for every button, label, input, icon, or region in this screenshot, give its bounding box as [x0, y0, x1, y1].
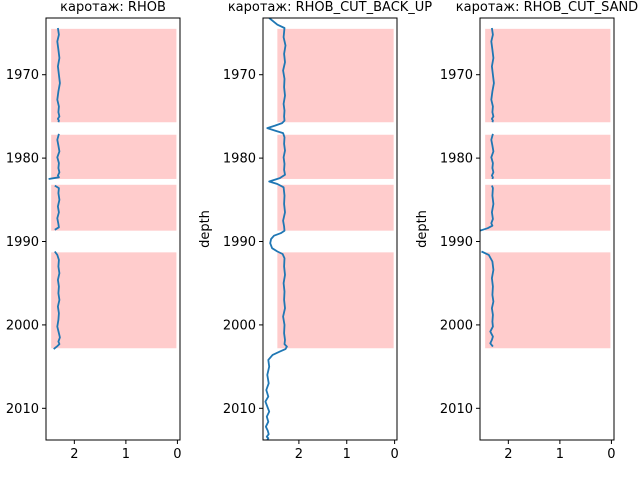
- y-tick-label: 2010: [223, 402, 256, 417]
- track-panel-1: 1970 1980 1990 2000 2010 2 1 0 каротаж: RHOB: [6, 0, 182, 462]
- plot-frame: [262, 17, 398, 441]
- track-title: каротаж: RHOB: [60, 0, 166, 15]
- y-axis-label: depth: [415, 210, 430, 248]
- y-tick-label: 1970: [223, 68, 256, 83]
- x-tick-label: 2: [295, 447, 303, 462]
- y-tick-label: 1980: [440, 152, 473, 167]
- y-tick-label: 1970: [6, 68, 39, 83]
- plot-frame: [479, 17, 615, 441]
- y-tick-label: 1980: [223, 152, 256, 167]
- zone-band-1: [277, 28, 394, 123]
- track-title: каротаж: RHOB_CUT_BACK_UP: [228, 0, 432, 15]
- x-tick-label: 2: [70, 447, 78, 462]
- plot-frame: [45, 17, 181, 441]
- y-tick-label: 2000: [223, 318, 256, 333]
- zone-band-1: [51, 28, 177, 123]
- y-tick-label: 2000: [6, 318, 39, 333]
- log-curve-1: [480, 27, 495, 348]
- zone-band-3: [277, 184, 394, 231]
- y-tick-label: 2010: [6, 402, 39, 417]
- zone-band-3: [51, 184, 177, 231]
- y-tick-label: 1980: [6, 152, 39, 167]
- x-tick-label: 1: [556, 447, 564, 462]
- track-panel-2: 1970 1980 1990 2000 2010 2 1 0 каротаж: RHOB_CUT…: [198, 0, 432, 462]
- track-title: каротаж: RHOB_CUT_SAND: [456, 0, 638, 15]
- x-tick-label: 0: [173, 447, 181, 462]
- zone-band-4: [485, 252, 611, 349]
- zone-band-1: [485, 28, 611, 123]
- zone-band-4: [51, 252, 177, 349]
- zone-band-2: [277, 134, 394, 179]
- y-tick-label: 1990: [6, 235, 39, 250]
- zone-band-2: [485, 134, 611, 179]
- x-tick-label: 1: [122, 447, 130, 462]
- zone-band-2: [51, 134, 177, 179]
- x-tick-label: 0: [390, 447, 398, 462]
- y-tick-label: 1990: [223, 235, 256, 250]
- y-tick-label: 2010: [440, 402, 473, 417]
- y-axis-label: depth: [198, 210, 213, 248]
- zone-band-4: [277, 252, 394, 349]
- zone-band-3: [485, 184, 611, 231]
- log-curve-1: [48, 27, 61, 350]
- y-tick-label: 2000: [440, 318, 473, 333]
- log-curve-1: [264, 18, 288, 440]
- y-tick-label: 1970: [440, 68, 473, 83]
- x-tick-label: 1: [343, 447, 351, 462]
- track-panel-3: 1970 1980 1990 2000 2010 2 1 0 каротаж: RHOB_CUT…: [415, 0, 638, 462]
- x-tick-label: 0: [607, 447, 615, 462]
- x-tick-label: 2: [504, 447, 512, 462]
- y-tick-label: 1990: [440, 235, 473, 250]
